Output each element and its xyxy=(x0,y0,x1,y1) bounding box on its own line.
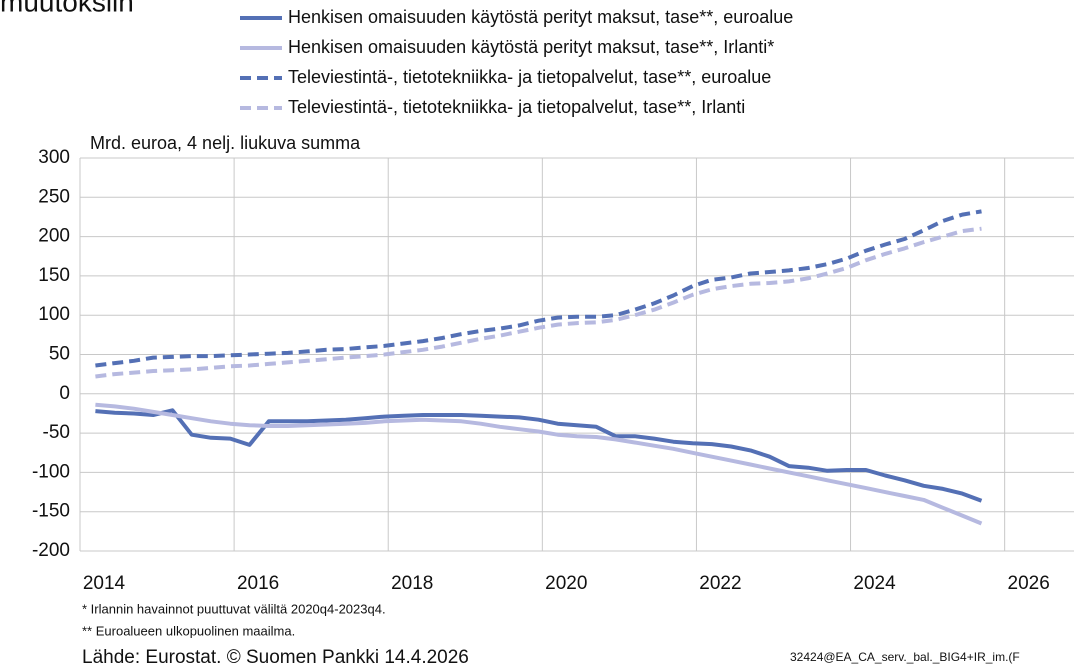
footnote: * Irlannin havainnot puuttuvat väliltä 2… xyxy=(82,601,386,616)
source: Lähde: Eurostat. © Suomen Pankki 14.4.20… xyxy=(82,647,469,668)
x-tick-label: 2026 xyxy=(1008,573,1050,594)
legend-label: Televiestintä-, tietotekniikka- ja tieto… xyxy=(288,97,745,117)
y-tick-label: -150 xyxy=(32,501,70,522)
y-tick-label: -100 xyxy=(32,461,70,482)
x-tick-label: 2022 xyxy=(699,573,741,594)
x-tick-label: 2018 xyxy=(391,573,433,594)
x-tick-label: 2016 xyxy=(237,573,279,594)
series-line xyxy=(95,408,983,503)
x-tick-label: 2024 xyxy=(853,573,896,594)
legend-label: Henkisen omaisuuden käytöstä perityt mak… xyxy=(288,37,774,57)
series-line xyxy=(95,402,983,526)
y-tick-label: 300 xyxy=(38,147,70,168)
y-tick-label: 50 xyxy=(49,344,70,365)
y-axis-label: Mrd. euroa, 4 nelj. liukuva summa xyxy=(90,133,361,153)
y-tick-label: -200 xyxy=(32,540,70,561)
y-tick-label: 100 xyxy=(38,304,70,325)
y-tick-label: 250 xyxy=(38,186,70,207)
series-line xyxy=(95,226,982,379)
y-tick-label: 200 xyxy=(38,226,70,247)
legend-label: Televiestintä-, tietotekniikka- ja tieto… xyxy=(288,67,771,87)
legend-label: Henkisen omaisuuden käytöstä perityt mak… xyxy=(288,7,793,27)
x-tick-label: 2020 xyxy=(545,573,587,594)
x-tick-label: 2014 xyxy=(83,573,126,594)
footnote: ** Euroalueen ulkopuolinen maailma. xyxy=(82,623,295,638)
chart-code: 32424@EA_CA_serv._bal._BIG4+IR_im.(F xyxy=(790,650,1020,664)
y-tick-label: 150 xyxy=(38,265,70,286)
chart-title: muutoksiin xyxy=(0,0,134,17)
series-line xyxy=(95,209,982,368)
y-tick-label: -50 xyxy=(43,422,70,443)
y-tick-label: 0 xyxy=(59,383,70,404)
